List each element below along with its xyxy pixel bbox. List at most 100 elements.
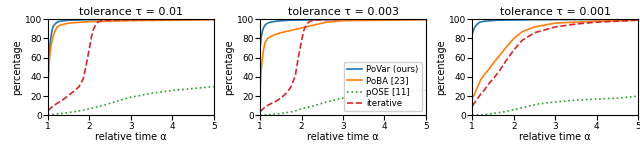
- pOSE [11]: [148, 92, 156, 94]
- PoVar (ours): [285, 19, 293, 21]
- iterative: [76, 86, 83, 87]
- PoBA [23]: [634, 19, 640, 21]
- iterative: [94, 21, 102, 23]
- PoVar (ours): [469, 30, 477, 32]
- iterative: [210, 18, 218, 20]
- Line: pOSE [11]: pOSE [11]: [472, 96, 638, 115]
- PoBA [23]: [593, 20, 600, 22]
- PoBA [23]: [261, 41, 269, 43]
- PoBA [23]: [468, 97, 476, 99]
- PoBA [23]: [552, 22, 559, 24]
- PoVar (ours): [264, 22, 271, 24]
- pOSE [11]: [289, 111, 297, 112]
- PoBA [23]: [422, 19, 429, 21]
- PoBA [23]: [257, 71, 265, 73]
- PoBA [23]: [277, 32, 285, 34]
- Line: iterative: iterative: [48, 19, 214, 111]
- Y-axis label: percentage: percentage: [224, 40, 234, 95]
- pOSE [11]: [77, 110, 85, 112]
- iterative: [65, 94, 72, 96]
- PoBA [23]: [310, 24, 318, 26]
- PoBA [23]: [49, 36, 57, 37]
- Line: pOSE [11]: pOSE [11]: [260, 90, 426, 115]
- iterative: [302, 25, 310, 27]
- iterative: [264, 104, 272, 106]
- iterative: [90, 28, 97, 30]
- iterative: [518, 40, 526, 41]
- pOSE [11]: [593, 98, 600, 100]
- pOSE [11]: [257, 115, 264, 116]
- iterative: [127, 19, 134, 21]
- PoBA [23]: [264, 38, 271, 39]
- Legend: PoVar (ours), PoBA [23], pOSE [11], iterative: PoVar (ours), PoBA [23], pOSE [11], iter…: [344, 62, 422, 111]
- PoVar (ours): [634, 18, 640, 20]
- PoVar (ours): [127, 18, 134, 20]
- pOSE [11]: [634, 95, 640, 97]
- iterative: [472, 99, 480, 101]
- iterative: [48, 106, 56, 108]
- pOSE [11]: [210, 86, 218, 87]
- Line: PoBA [23]: PoBA [23]: [48, 20, 214, 87]
- PoBA [23]: [47, 43, 55, 45]
- iterative: [422, 18, 429, 20]
- pOSE [11]: [572, 99, 580, 101]
- iterative: [489, 78, 497, 80]
- PoBA [23]: [271, 34, 278, 36]
- PoVar (ours): [210, 18, 218, 20]
- PoVar (ours): [46, 47, 54, 49]
- iterative: [593, 21, 600, 23]
- PoVar (ours): [267, 21, 275, 23]
- Line: pOSE [11]: pOSE [11]: [48, 87, 214, 115]
- Y-axis label: percentage: percentage: [12, 40, 22, 95]
- pOSE [11]: [401, 91, 409, 92]
- pOSE [11]: [381, 92, 388, 94]
- PoBA [23]: [127, 20, 134, 22]
- iterative: [106, 19, 114, 21]
- PoBA [23]: [495, 55, 503, 57]
- PoBA [23]: [65, 22, 72, 24]
- pOSE [11]: [468, 115, 476, 116]
- iterative: [339, 18, 347, 20]
- PoVar (ours): [257, 47, 264, 49]
- pOSE [11]: [168, 90, 176, 91]
- pOSE [11]: [472, 114, 480, 116]
- PoBA [23]: [518, 31, 526, 33]
- PoVar (ours): [44, 86, 52, 87]
- iterative: [510, 49, 518, 51]
- PoBA [23]: [46, 52, 54, 54]
- Line: PoBA [23]: PoBA [23]: [472, 20, 638, 98]
- PoBA [23]: [381, 19, 388, 21]
- PoVar (ours): [49, 25, 57, 27]
- pOSE [11]: [360, 94, 367, 96]
- PoVar (ours): [474, 23, 481, 25]
- PoBA [23]: [323, 21, 330, 23]
- PoVar (ours): [319, 19, 326, 21]
- iterative: [495, 70, 503, 72]
- PoVar (ours): [260, 27, 268, 29]
- iterative: [481, 89, 488, 90]
- PoVar (ours): [476, 21, 484, 23]
- PoVar (ours): [65, 19, 72, 21]
- iterative: [294, 57, 302, 59]
- PoVar (ours): [53, 21, 61, 23]
- iterative: [306, 20, 314, 22]
- iterative: [485, 83, 493, 85]
- iterative: [477, 93, 484, 95]
- X-axis label: relative time α: relative time α: [307, 132, 379, 142]
- PoVar (ours): [472, 25, 479, 27]
- PoBA [23]: [510, 38, 518, 39]
- Title: tolerance τ = 0.01: tolerance τ = 0.01: [79, 7, 183, 17]
- pOSE [11]: [298, 108, 305, 110]
- iterative: [92, 24, 99, 26]
- pOSE [11]: [260, 114, 268, 116]
- PoBA [23]: [531, 26, 538, 28]
- pOSE [11]: [269, 114, 276, 115]
- PoBA [23]: [339, 20, 347, 22]
- PoBA [23]: [53, 26, 61, 28]
- Line: iterative: iterative: [260, 19, 426, 112]
- pOSE [11]: [277, 113, 285, 114]
- pOSE [11]: [65, 112, 72, 113]
- PoVar (ours): [422, 18, 429, 20]
- PoBA [23]: [489, 63, 497, 64]
- PoVar (ours): [470, 27, 478, 29]
